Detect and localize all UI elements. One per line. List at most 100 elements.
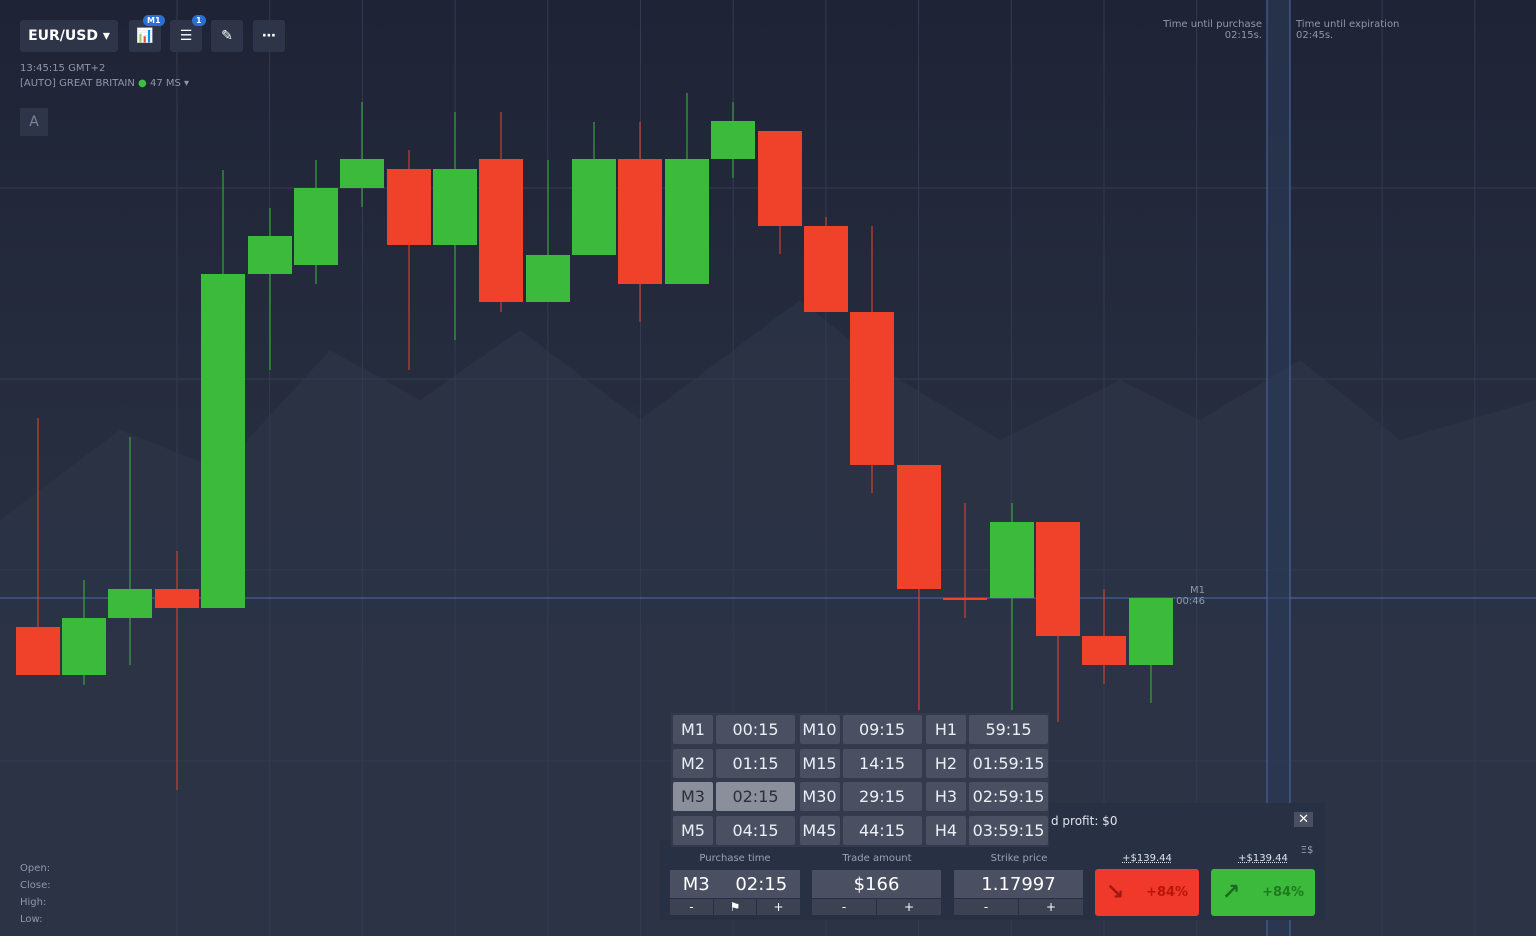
- option-time[interactable]: 01:59:15: [969, 748, 1048, 778]
- candle-body: [387, 169, 431, 245]
- option-timeframe[interactable]: M5: [673, 815, 713, 845]
- ohlc-label: Low:: [20, 914, 43, 925]
- server-info: [AUTO] GREAT BRITAIN ● 47 MS ▾: [20, 78, 190, 89]
- option-timeframe[interactable]: H2: [926, 748, 966, 778]
- candle-body: [1129, 598, 1173, 665]
- expiration-zone: [1267, 0, 1290, 936]
- expiration-menu: M1 00:15 M10 09:15 H1 59:15 M2 01:15 M15 14:15 H2 0…: [671, 713, 1049, 847]
- timeframe-badge: M1: [143, 15, 165, 26]
- payout: +$139.44: [1122, 853, 1172, 864]
- close-button[interactable]: ✕: [1294, 812, 1313, 827]
- purchase-timer: Time until purchase 02:15s.: [1163, 19, 1262, 41]
- trade-amount-field[interactable]: $166: [812, 870, 941, 898]
- candle-body: [340, 159, 384, 188]
- remaining: 00:46: [1176, 596, 1205, 607]
- timer-value: 02:45s.: [1296, 30, 1334, 41]
- candle-body: [479, 159, 523, 302]
- candle-body: [16, 627, 60, 675]
- purchase-time-field[interactable]: M3 02:15: [670, 870, 800, 898]
- ping: 47 MS: [149, 78, 181, 89]
- asset-selector[interactable]: EUR/USD ▾: [20, 20, 118, 52]
- option-time[interactable]: 59:15: [969, 715, 1048, 744]
- mountains: [0, 300, 1536, 936]
- option-time[interactable]: 29:15: [842, 782, 922, 811]
- option-time[interactable]: 03:59:15: [969, 815, 1048, 845]
- drawing-button[interactable]: ✎: [211, 20, 243, 52]
- option-timeframe[interactable]: H4: [926, 815, 966, 845]
- timer-label: Time until purchase: [1163, 19, 1262, 30]
- field-label: Trade amount: [842, 853, 912, 864]
- candle-body: [108, 589, 152, 618]
- down-button[interactable]: ↘ +84%: [1095, 869, 1199, 916]
- option-timeframe[interactable]: M15: [799, 748, 840, 778]
- option-timeframe[interactable]: M10: [799, 715, 840, 744]
- candle-body: [433, 169, 477, 245]
- indicators-button[interactable]: ☰ 1: [170, 15, 206, 52]
- option-time[interactable]: 44:15: [842, 815, 922, 845]
- strike-price-field[interactable]: 1.17997: [954, 870, 1083, 898]
- minus-button[interactable]: -: [670, 899, 713, 915]
- profit-bar: d profit: $0 ✕: [1047, 803, 1325, 840]
- candle-body: [1082, 636, 1126, 665]
- timeframe: M1: [1190, 585, 1205, 596]
- option-timeframe[interactable]: M30: [799, 782, 840, 811]
- option-timeframe[interactable]: M1: [673, 715, 713, 744]
- timeframe: M3: [682, 873, 710, 895]
- payout: +$139.44: [1238, 853, 1288, 864]
- option-time[interactable]: 00:15: [716, 715, 795, 744]
- candle-body: [248, 236, 292, 274]
- minus-button[interactable]: -: [812, 899, 876, 915]
- option-time[interactable]: 09:15: [842, 715, 922, 744]
- candle-body: [897, 465, 941, 589]
- plus-button[interactable]: +: [757, 899, 800, 915]
- ohlc-label: Open:: [20, 863, 51, 874]
- ohlc-legend: Open: Close: High: Low:: [20, 860, 51, 928]
- field-label: Strike price: [990, 853, 1048, 864]
- candle-body: [943, 598, 987, 600]
- option-time[interactable]: 02:59:15: [969, 782, 1048, 811]
- minus-button[interactable]: -: [954, 899, 1018, 915]
- candle-body: [804, 226, 848, 312]
- candle-body: [990, 522, 1034, 598]
- timer-value: 02:15s.: [1224, 30, 1262, 41]
- candle-body: [526, 255, 570, 302]
- expiration-timer: Time until expiration 02:45s.: [1296, 19, 1399, 41]
- option-time[interactable]: 02:15: [716, 782, 795, 811]
- option-timeframe[interactable]: M45: [799, 815, 840, 845]
- option-time[interactable]: 04:15: [716, 815, 795, 845]
- candle-body: [711, 121, 755, 159]
- option-timeframe[interactable]: M3: [673, 782, 713, 811]
- candle-body: [294, 188, 338, 265]
- candle-body: [665, 159, 709, 284]
- candle-timer: M1 00:46: [1175, 585, 1205, 607]
- plus-button[interactable]: +: [877, 899, 941, 915]
- payout-percent: +84%: [1146, 885, 1189, 900]
- server: [AUTO] GREAT BRITAIN: [20, 78, 135, 89]
- draw-mode-button[interactable]: A: [20, 108, 48, 136]
- asset: EUR/USD: [28, 28, 98, 44]
- candles: [16, 93, 1173, 790]
- chart-type-button[interactable]: 📊 M1: [129, 15, 165, 52]
- up-button[interactable]: ↗ +84%: [1211, 869, 1315, 916]
- candle-body: [850, 312, 894, 465]
- candle-body: [572, 159, 616, 255]
- option-timeframe[interactable]: H3: [926, 782, 966, 811]
- option-time[interactable]: 01:15: [716, 748, 795, 778]
- server-time: 13:45:15 GMT+2: [20, 63, 106, 74]
- option-time[interactable]: 14:15: [842, 748, 922, 778]
- ohlc-label: High:: [20, 897, 47, 908]
- option-timeframe[interactable]: M2: [673, 748, 713, 778]
- plus-button[interactable]: +: [1019, 899, 1083, 915]
- more-button[interactable]: ⋯: [253, 20, 285, 52]
- candle-body: [62, 618, 106, 675]
- option-timeframe[interactable]: H1: [926, 715, 966, 744]
- profit-text: d profit: $0: [1051, 814, 1118, 828]
- flag-button[interactable]: ⚑: [714, 899, 756, 915]
- indicator-badge: 1: [192, 15, 206, 26]
- payout-percent: +84%: [1262, 885, 1305, 900]
- timer-label: Time until expiration: [1296, 19, 1400, 30]
- candle-body: [618, 159, 662, 284]
- ohlc-label: Close:: [20, 880, 51, 891]
- currency-toggle[interactable]: Ξ$: [1300, 845, 1314, 856]
